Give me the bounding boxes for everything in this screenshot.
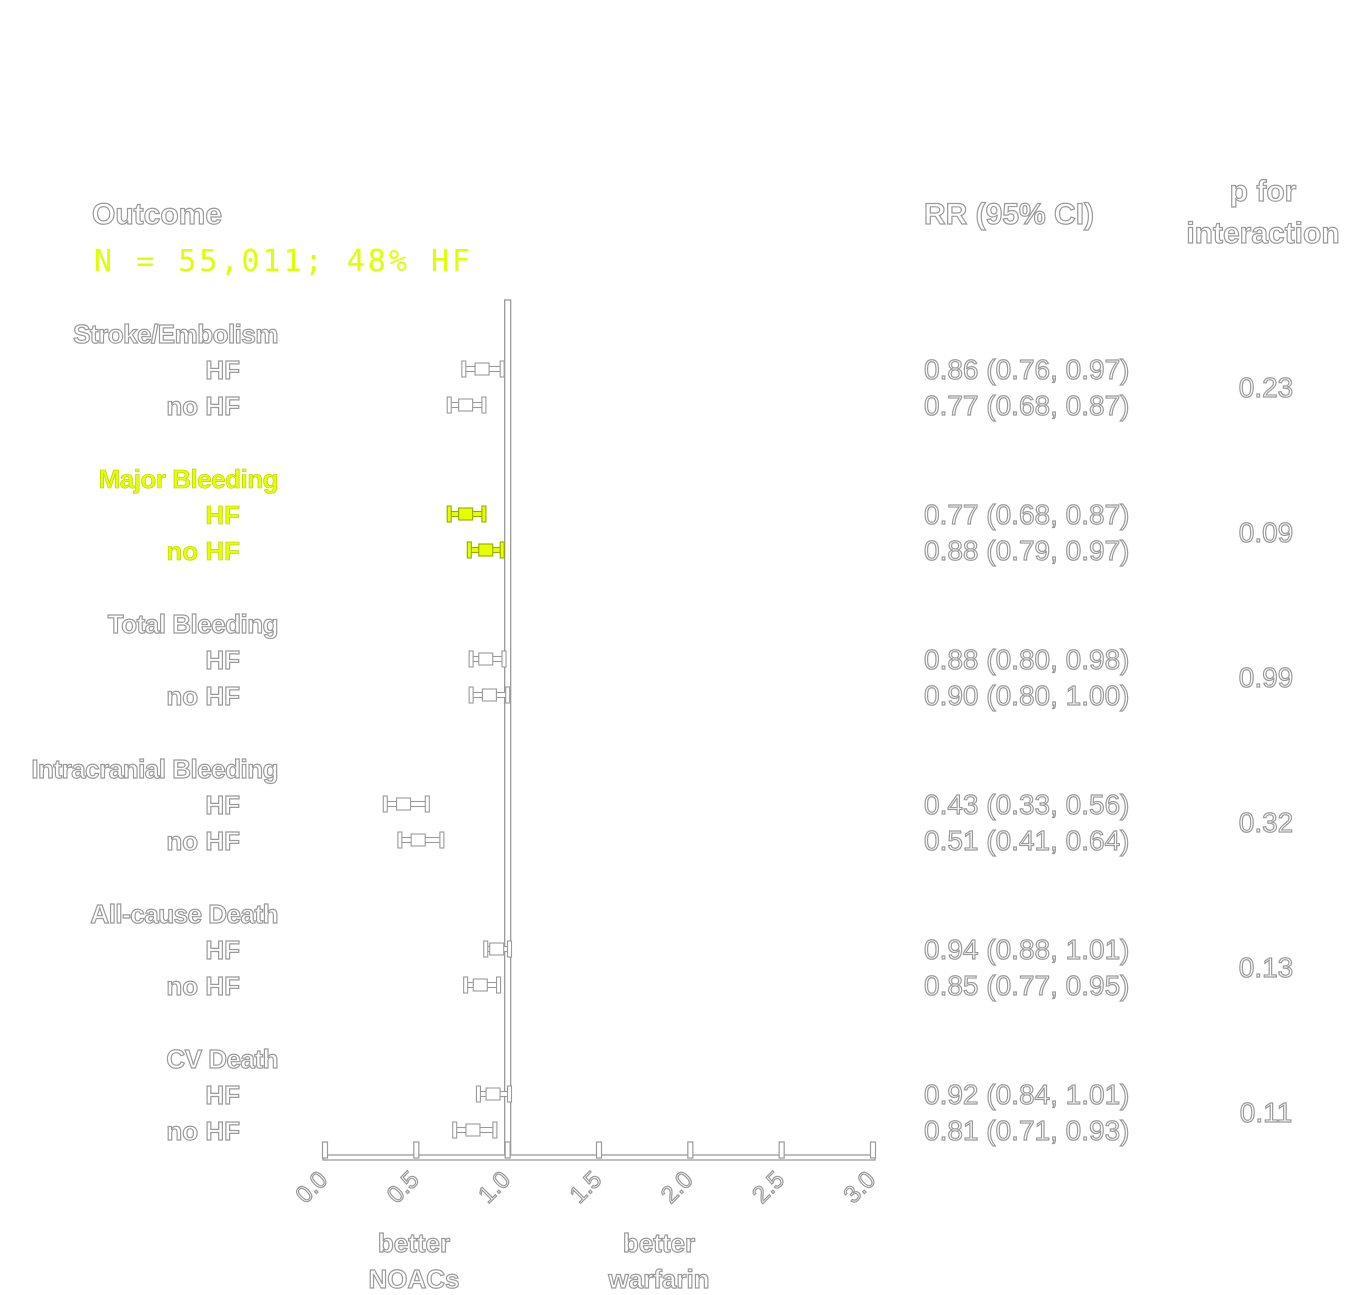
ci-lower-cap xyxy=(483,940,489,958)
subgroup-label: HF xyxy=(205,500,240,530)
subgroup-label: no HF xyxy=(166,681,240,711)
p-interaction-value: 0.13 xyxy=(1239,952,1294,983)
rr-column-header: RR (95% CI) xyxy=(924,198,1094,231)
x-tick-mark xyxy=(504,1141,511,1159)
ci-upper-cap xyxy=(481,396,487,414)
x-tick-mark xyxy=(687,1141,694,1159)
point-estimate xyxy=(478,652,494,666)
rr-value: 0.86 (0.76, 0.97) xyxy=(924,354,1129,385)
point-estimate xyxy=(489,942,505,956)
x-tick-label: 0.5 xyxy=(382,1166,425,1209)
ci-lower-cap xyxy=(452,1121,458,1139)
p-interaction-value: 0.99 xyxy=(1239,662,1294,693)
ci-lower-cap xyxy=(468,686,474,704)
point-estimate xyxy=(472,978,488,992)
subgroup-label: no HF xyxy=(166,536,240,566)
ci-lower-cap xyxy=(382,795,388,813)
ci-upper-cap xyxy=(501,650,507,668)
point-estimate xyxy=(395,797,412,811)
rr-value: 0.85 (0.77, 0.95) xyxy=(924,970,1129,1001)
rr-value: 0.88 (0.80, 0.98) xyxy=(924,644,1129,675)
left-direction-line2: NOACs xyxy=(368,1264,459,1294)
x-tick-mark xyxy=(595,1141,603,1159)
x-tick-mark xyxy=(778,1141,785,1159)
x-tick-label: 1.0 xyxy=(473,1166,516,1209)
subgroup-label: no HF xyxy=(166,971,240,1001)
point-estimate xyxy=(474,362,490,376)
right-direction-line1: better xyxy=(623,1228,695,1258)
group-label: Major Bleeding xyxy=(99,464,278,494)
forest-rows: Stroke/Embolism HF 0.86 (0.76, 0.97) no HF 0… xyxy=(31,318,1294,1146)
subgroup-label: no HF xyxy=(166,826,240,856)
subgroup-label: no HF xyxy=(166,391,240,421)
point-estimate xyxy=(485,1087,501,1101)
x-tick-label: 2.5 xyxy=(747,1166,790,1209)
ci-lower-cap xyxy=(463,976,469,994)
rr-value: 0.77 (0.68, 0.87) xyxy=(924,499,1129,530)
x-tick-label: 0.0 xyxy=(291,1166,334,1209)
point-estimate xyxy=(465,1123,481,1137)
rr-value: 0.92 (0.84, 1.01) xyxy=(924,1079,1129,1110)
point-estimate xyxy=(410,833,426,847)
left-direction-line1: better xyxy=(378,1228,450,1258)
rr-value: 0.88 (0.79, 0.97) xyxy=(924,535,1129,566)
p-interaction-header-line1: p for xyxy=(1230,175,1297,208)
ci-lower-cap xyxy=(475,1085,481,1103)
ci-upper-cap xyxy=(439,831,445,849)
group-label: All-cause Death xyxy=(90,899,278,929)
ci-lower-cap xyxy=(397,831,403,849)
p-interaction-value: 0.23 xyxy=(1239,372,1294,403)
ci-upper-cap xyxy=(424,795,430,813)
ci-lower-cap xyxy=(468,650,474,668)
group-label: CV Death xyxy=(166,1044,278,1074)
ci-upper-cap xyxy=(506,1085,513,1103)
subgroup-label: HF xyxy=(205,935,240,965)
point-estimate xyxy=(458,507,474,521)
ci-lower-cap xyxy=(446,396,452,414)
rr-value: 0.77 (0.68, 0.87) xyxy=(924,390,1129,421)
outcome-header: Outcome xyxy=(92,198,222,231)
subgroup-label: no HF xyxy=(166,1116,240,1146)
x-tick-label: 3.0 xyxy=(839,1166,882,1209)
x-tick-mark xyxy=(869,1141,877,1159)
p-interaction-value: 0.32 xyxy=(1239,807,1294,838)
group-label: Stroke/Embolism xyxy=(73,319,278,349)
x-tick-label: 1.5 xyxy=(565,1166,608,1209)
ci-lower-cap xyxy=(446,505,452,523)
rr-value: 0.94 (0.88, 1.01) xyxy=(924,934,1129,965)
subgroup-label: HF xyxy=(205,645,240,675)
ci-lower-cap xyxy=(461,360,467,378)
x-tick-mark xyxy=(413,1141,420,1159)
ci-upper-cap xyxy=(499,360,505,378)
ci-lower-cap xyxy=(466,541,472,559)
study-subtitle: N = 55,011; 48% HF xyxy=(94,244,473,279)
ci-upper-cap xyxy=(492,1121,498,1139)
p-interaction-header-line2: interaction xyxy=(1186,217,1339,250)
group-label: Intracranial Bleeding xyxy=(31,754,278,784)
ci-upper-cap xyxy=(499,541,505,559)
ci-upper-cap xyxy=(505,686,511,704)
point-estimate xyxy=(478,543,494,557)
rr-value: 0.90 (0.80, 1.00) xyxy=(924,680,1129,711)
subgroup-label: HF xyxy=(205,1080,240,1110)
ci-upper-cap xyxy=(506,940,513,958)
reference-line xyxy=(504,299,512,1159)
group-label: Total Bleeding xyxy=(108,609,278,639)
right-direction-line2: warfarin xyxy=(607,1264,709,1294)
x-tick-mark xyxy=(321,1141,329,1159)
point-estimate xyxy=(458,398,474,412)
x-tick-label: 2.0 xyxy=(656,1166,699,1209)
p-interaction-value: 0.11 xyxy=(1240,1097,1292,1128)
point-estimate xyxy=(481,688,497,702)
subgroup-label: HF xyxy=(205,790,240,820)
subgroup-label: HF xyxy=(205,355,240,385)
ci-upper-cap xyxy=(481,505,487,523)
x-axis: 0.0 0.5 1.0 1.5 2.0 2.5 3.0 xyxy=(290,299,882,1209)
rr-value: 0.81 (0.71, 0.93) xyxy=(924,1115,1129,1146)
ci-upper-cap xyxy=(495,976,502,994)
rr-value: 0.51 (0.41, 0.64) xyxy=(924,825,1129,856)
p-interaction-value: 0.09 xyxy=(1239,517,1294,548)
rr-value: 0.43 (0.33, 0.56) xyxy=(924,789,1129,820)
